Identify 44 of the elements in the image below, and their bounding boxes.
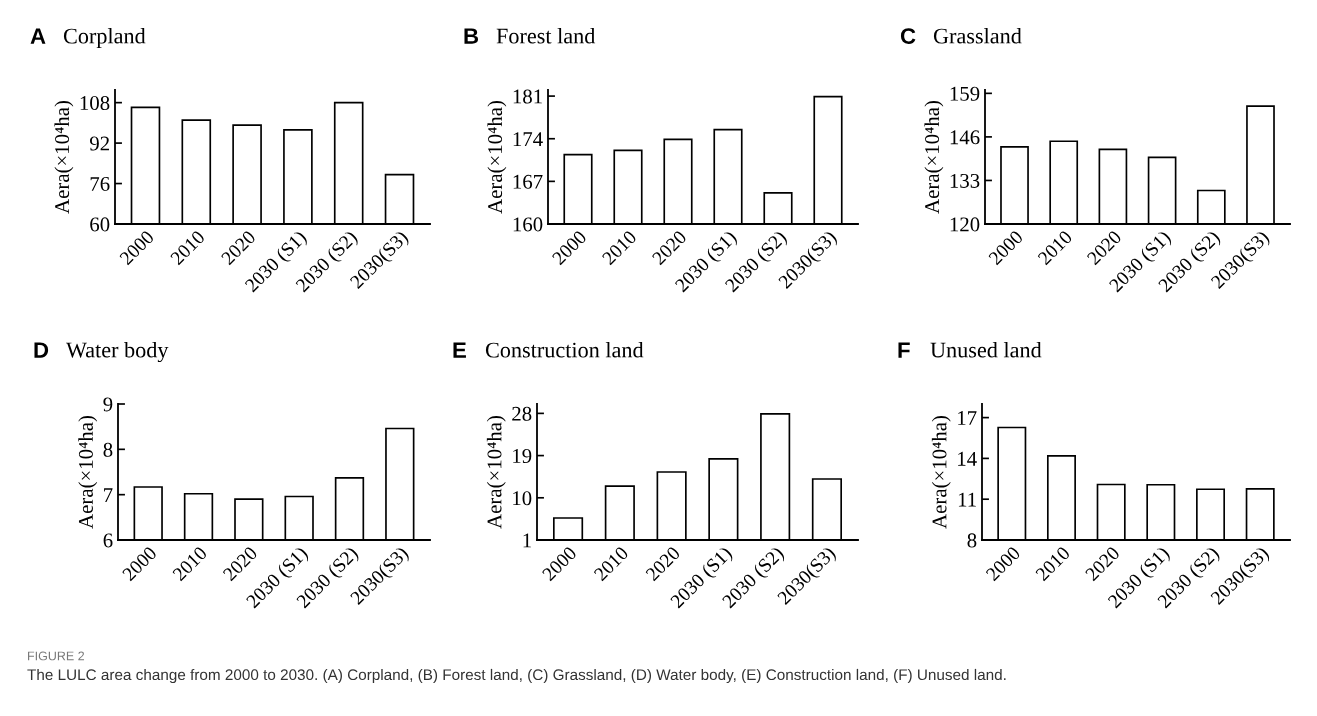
y-tick-label: 14 (958, 451, 977, 466)
y-tick-label: 17 (958, 411, 977, 425)
text: A (30, 28, 46, 44)
text: E (453, 342, 466, 358)
y-tick-label: 108 (80, 96, 110, 111)
y-axis-title: Aera(×10⁴ha) (931, 415, 951, 529)
y-tick-label: 76 (90, 176, 110, 191)
y-tick-label: 10 (513, 491, 532, 506)
chart-title: Construction land (485, 341, 644, 358)
y-tick-label: 159 (950, 86, 980, 101)
chart-title: Unused land (930, 341, 1042, 358)
y-axis-title: Aera(×10⁴ha) (924, 100, 944, 214)
text: F (898, 342, 910, 358)
y-tick-label: 9 (103, 397, 113, 412)
y-axis-title: Aera(×10⁴ha) (486, 415, 506, 529)
chart-title: Forest land (496, 27, 596, 44)
caption: FIGURE 2 (28, 651, 85, 661)
y-tick-label: 6 (103, 533, 113, 548)
y-tick-label: 19 (513, 449, 532, 464)
y-tick-label: 133 (950, 173, 980, 188)
y-tick-label: 11 (958, 492, 976, 507)
y-tick-label: 174 (513, 132, 543, 146)
chart-title: Water body (66, 341, 169, 363)
y-tick-label: 160 (513, 217, 543, 232)
text: B (464, 28, 479, 44)
y-tick-label: 60 (90, 217, 110, 232)
y-tick-label: 1 (523, 533, 531, 548)
text: C (900, 28, 916, 44)
y-tick-label: 8 (103, 442, 113, 457)
y-axis-title: Aera(×10⁴ha) (487, 100, 507, 214)
y-tick-label: 146 (950, 130, 980, 145)
y-tick-label: 181 (513, 89, 542, 104)
y-tick-label: 167 (513, 174, 543, 189)
chart-title: Grassland (933, 27, 1022, 44)
chart-title: Corpland (63, 27, 146, 49)
text: D (34, 342, 49, 358)
text: The LULC area change from 2000 to 2030. (A) Corpland, (B) Forest land, (C) Grassland, (D) Water body, (E) Construction land, (F) Unused land. (27, 668, 1006, 684)
y-axis-title: Aera(×10⁴ha) (54, 100, 74, 214)
y-tick-label: 92 (89, 136, 109, 151)
y-axis-title: Aera(×10⁴ha) (78, 415, 98, 529)
y-tick-label: 8 (967, 533, 977, 548)
y-tick-label: 7 (104, 488, 113, 502)
y-tick-label: 28 (512, 406, 532, 421)
y-tick-label: 120 (950, 217, 980, 232)
